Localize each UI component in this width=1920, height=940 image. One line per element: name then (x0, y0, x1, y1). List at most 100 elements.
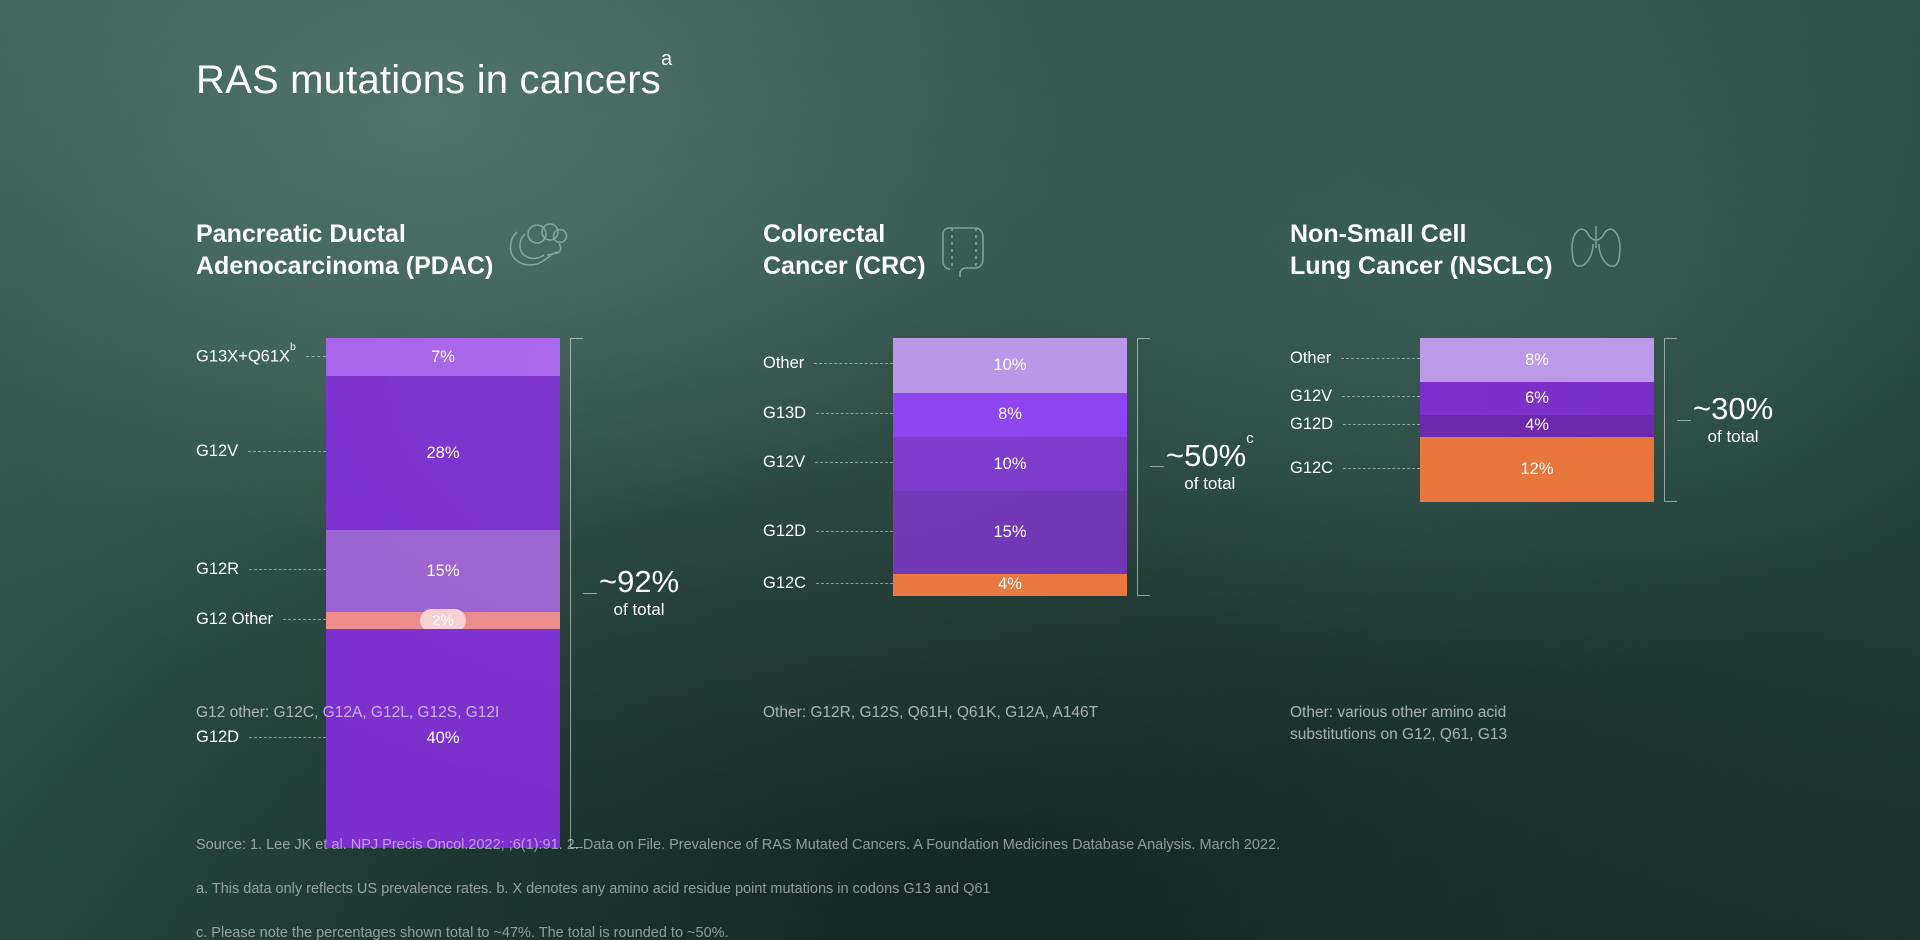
bracket-stub (1150, 466, 1164, 468)
bar-segment: 8% (893, 392, 1127, 437)
category-label-text: G13X+Q61Xb (196, 341, 296, 366)
page-title-text: RAS mutations in cancers (196, 58, 661, 102)
category-label-superscript: b (290, 341, 296, 354)
category-label-text: G12C (763, 573, 807, 592)
bar-segment: 4% (1420, 414, 1654, 437)
category-label-text: Other (763, 354, 805, 373)
chart-pdac: G13X+Q61Xb G12V G12R G12 Other G12D 7% 28% 15% 2… (196, 338, 680, 849)
bracket-stub (1677, 419, 1691, 421)
category-label-crc-g12c: G12C (763, 574, 893, 593)
stacked-bar-nsclc: 8% 6% 4% 12% (1420, 338, 1654, 503)
bracket-stub (583, 592, 597, 594)
bar-segment-value: 2% (420, 608, 466, 632)
bar-segment-value: 10% (993, 454, 1027, 473)
total-annotation: ~30% of total (1693, 390, 1774, 448)
source-line-2: a. This data only reflects US prevalence… (196, 881, 991, 898)
page-title: RAS mutations in cancersa (196, 48, 672, 103)
total-sublabel: of total (613, 600, 665, 620)
bar-segment: 8% (1420, 338, 1654, 382)
category-label-text: G12D (763, 521, 807, 540)
total-bracket-crc: ~50%c of total (1137, 338, 1254, 596)
category-label-text: G12R (196, 559, 240, 578)
total-bracket-pdac: ~92% of total (570, 338, 680, 849)
bar-segment: 12% (1420, 436, 1654, 503)
total-sublabel: of total (1184, 474, 1236, 494)
leader-line (305, 355, 326, 357)
stacked-bar-crc: 10% 8% 10% 15% 4% (893, 338, 1127, 596)
axis-labels-crc: Other G13D G12V G12D G12C (763, 338, 893, 596)
total-annotation: ~92% of total (599, 563, 680, 621)
category-label-pdac-g12r: G12R (196, 560, 326, 579)
caption-crc: Other: G12R, G12S, Q61H, Q61K, G12A, A14… (763, 704, 1099, 721)
page-title-superscript: a (661, 47, 673, 70)
bar-segment: 15% (326, 529, 560, 612)
bar-segment: 10% (893, 338, 1127, 393)
source-notes: Source: 1. Lee JK et al. NPJ Precis Onco… (196, 812, 1280, 940)
bar-segment-value: 8% (998, 405, 1022, 424)
category-label-text: G13D (763, 403, 807, 422)
bar-segment-value: 7% (431, 347, 455, 366)
category-label-text: Other (1290, 348, 1332, 367)
bar-segment: 28% (326, 376, 560, 530)
bar-segment-value: 8% (1525, 350, 1549, 369)
category-label-text: G12V (1290, 387, 1333, 406)
leader-line (1341, 357, 1420, 359)
category-label-text: G12D (196, 727, 240, 746)
bar-segment: 7% (326, 338, 560, 377)
axis-labels-pdac: G13X+Q61Xb G12V G12R G12 Other G12D (196, 338, 326, 848)
leader-line (816, 412, 893, 414)
category-label-crc-other: Other (763, 354, 893, 373)
total-percentage: ~92% (599, 563, 680, 599)
category-label-pdac-g12v: G12V (196, 442, 326, 461)
bar-segment-value: 40% (426, 729, 460, 748)
chart-nsclc: Other G12V G12D G12C 8% 6% 4% 12% ~30% of total (1290, 338, 1774, 503)
panel-header-nsclc: Non-Small Cell Lung Cancer (NSCLC) (1290, 218, 1690, 282)
leader-line (816, 582, 893, 584)
leader-line (814, 363, 893, 365)
panel-header-pdac: Pancreatic Ductal Adenocarcinoma (PDAC) (196, 218, 616, 282)
axis-labels-nsclc: Other G12V G12D G12C (1290, 338, 1420, 502)
category-label-crc-g12v: G12V (763, 453, 893, 472)
bar-segment-value: 4% (1525, 416, 1549, 435)
bracket-line (570, 338, 583, 849)
leader-line (249, 568, 326, 570)
total-bracket-nsclc: ~30% of total (1664, 338, 1774, 503)
category-label-nsclc-g12d: G12D (1290, 415, 1420, 434)
category-label-nsclc-other: Other (1290, 349, 1420, 368)
total-percentage-superscript: c (1246, 430, 1254, 448)
panel-title-nsclc: Non-Small Cell Lung Cancer (NSCLC) (1290, 220, 1553, 280)
pancreas-icon (507, 220, 573, 272)
leader-line (816, 530, 893, 532)
caption-nsclc: Other: various other amino acid substitu… (1290, 704, 1508, 743)
category-label-crc-g12d: G12D (763, 522, 893, 541)
category-label-pdac-g13x-q61x: G13X+Q61Xb (196, 341, 326, 367)
chart-crc: Other G13D G12V G12D G12C 10% 8% 10% 15% 4% ~50%c o… (763, 338, 1254, 596)
bar-segment: 10% (893, 436, 1127, 492)
panel-header-crc: Colorectal Cancer (CRC) (763, 218, 1133, 282)
caption-pdac: G12 other: G12C, G12A, G12L, G12S, G12I (196, 704, 500, 721)
bar-segment-value: 10% (993, 356, 1027, 375)
leader-line (1342, 396, 1420, 398)
bar-segment: 15% (893, 491, 1127, 574)
total-percentage: ~50%c (1166, 430, 1254, 473)
leader-line (1343, 423, 1420, 425)
total-annotation: ~50%c of total (1166, 430, 1254, 495)
bar-segment-value: 4% (998, 575, 1022, 594)
bracket-line (1137, 338, 1150, 596)
bar-segment: 4% (893, 573, 1127, 596)
leader-line (283, 618, 326, 620)
leader-line (249, 736, 326, 738)
category-label-nsclc-g12c: G12C (1290, 459, 1420, 478)
colon-icon (940, 220, 988, 278)
source-line-1: Source: 1. Lee JK et al. NPJ Precis Onco… (196, 837, 1281, 854)
bar-segment: 40% (326, 628, 560, 849)
bar-segment-value: 12% (1520, 460, 1554, 479)
category-label-crc-g13d: G13D (763, 404, 893, 423)
bracket-line (1664, 338, 1677, 503)
category-label-text: G12C (1290, 458, 1334, 477)
total-percentage: ~30% (1693, 390, 1774, 426)
category-label-text: G12 Other (196, 609, 274, 628)
bar-segment-value: 15% (993, 523, 1027, 542)
bar-segment: 6% (1420, 381, 1654, 415)
